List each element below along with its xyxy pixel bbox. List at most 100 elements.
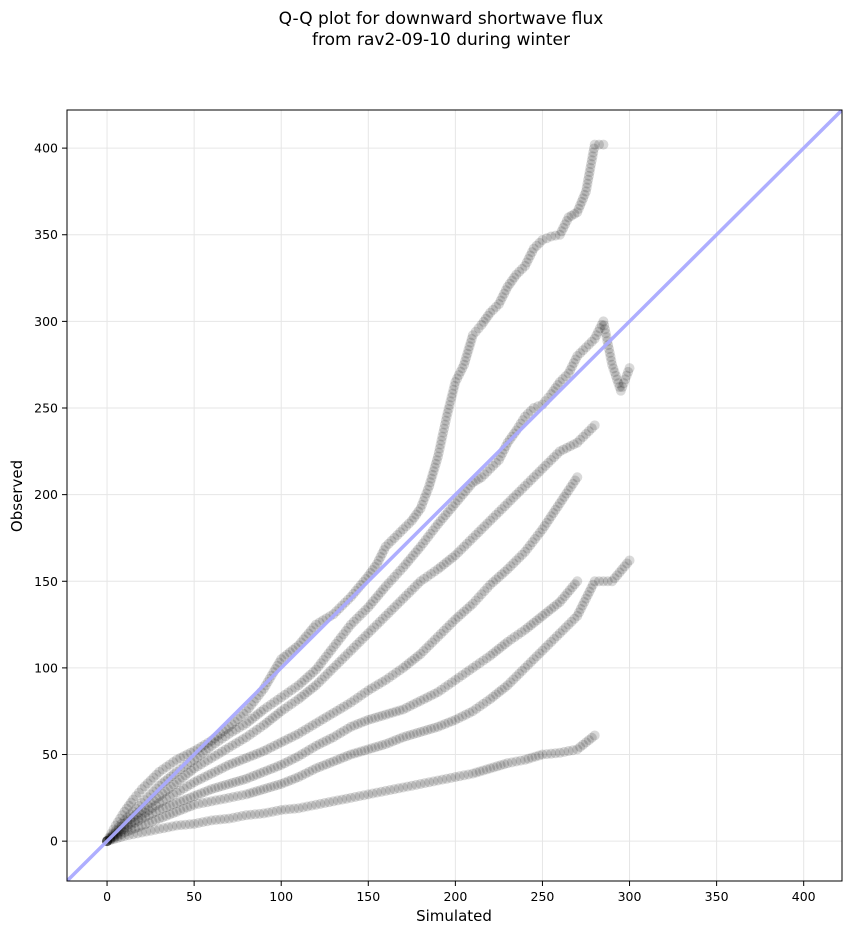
data-point	[335, 753, 346, 764]
data-point	[286, 685, 297, 696]
data-point	[430, 522, 441, 533]
data-point	[572, 576, 583, 587]
data-point	[548, 508, 559, 519]
data-point	[349, 695, 360, 706]
data-point	[405, 701, 416, 712]
data-point	[203, 755, 214, 766]
data-point	[485, 650, 496, 661]
data-point	[202, 797, 213, 808]
data-point	[560, 622, 571, 633]
data-point	[206, 768, 217, 779]
data-point	[136, 810, 147, 821]
data-point	[435, 628, 446, 639]
data-point	[497, 292, 508, 303]
x-tick-label: 250	[531, 889, 555, 904]
data-point	[279, 689, 290, 700]
data-point	[511, 269, 522, 280]
x-axis-label: Simulated	[416, 907, 492, 925]
data-point	[338, 752, 349, 763]
data-point	[175, 796, 186, 807]
data-point	[452, 495, 463, 506]
data-point	[136, 784, 147, 795]
data-point	[499, 288, 510, 299]
data-point	[416, 499, 427, 510]
data-point	[286, 754, 297, 765]
data-point	[342, 648, 353, 659]
data-point	[150, 815, 161, 826]
data-point	[230, 776, 241, 787]
data-point	[422, 692, 433, 703]
data-point	[613, 378, 624, 389]
data-point	[570, 475, 581, 486]
data-point	[522, 660, 533, 671]
data-point	[304, 722, 315, 733]
data-point	[504, 278, 515, 289]
data-point	[180, 819, 191, 830]
data-point	[227, 740, 238, 751]
data-point	[428, 466, 439, 477]
data-point	[350, 791, 361, 802]
data-point	[559, 491, 570, 502]
data-point	[479, 586, 490, 597]
data-point	[436, 435, 447, 446]
data-point	[427, 525, 438, 536]
data-point	[363, 714, 374, 725]
data-point	[145, 775, 156, 786]
data-point	[415, 778, 426, 789]
data-point	[314, 761, 325, 772]
data-point	[210, 750, 221, 761]
data-point	[178, 803, 189, 814]
data-point	[546, 636, 557, 647]
data-point	[491, 457, 502, 468]
data-point	[217, 781, 227, 792]
data-point	[461, 603, 472, 614]
data-point	[238, 708, 249, 719]
data-point	[199, 757, 210, 768]
data-point	[483, 310, 494, 321]
data-point	[171, 777, 182, 788]
y-tick-label: 300	[34, 314, 58, 329]
data-point	[325, 665, 336, 676]
data-point	[316, 674, 327, 685]
data-point	[378, 584, 389, 595]
data-point	[387, 670, 398, 681]
data-point	[482, 518, 493, 529]
data-point	[470, 595, 481, 606]
y-tick-label: 200	[34, 487, 58, 502]
data-point	[234, 736, 245, 747]
data-point	[386, 535, 397, 546]
data-point	[525, 405, 536, 416]
data-point	[459, 770, 470, 781]
data-point	[591, 330, 602, 341]
data-point	[220, 744, 231, 755]
data-point	[267, 713, 278, 724]
data-point	[128, 829, 139, 840]
data-point	[270, 710, 281, 721]
data-point	[387, 736, 398, 747]
data-point	[119, 806, 130, 817]
data-point	[439, 719, 450, 730]
data-point	[505, 677, 516, 688]
data-point	[572, 351, 583, 362]
data-point	[230, 738, 241, 749]
data-point	[496, 504, 507, 515]
data-point	[175, 805, 186, 816]
data-point	[395, 565, 406, 576]
data-point	[234, 722, 245, 733]
data-point	[563, 619, 574, 630]
data-point	[582, 590, 593, 601]
data-point	[419, 725, 430, 736]
data-point	[502, 636, 513, 647]
data-point	[546, 454, 557, 465]
data-point	[425, 723, 436, 734]
data-point	[305, 669, 316, 680]
data-point	[620, 374, 631, 385]
data-point	[241, 773, 252, 784]
data-point	[363, 602, 374, 613]
data-point	[203, 785, 214, 796]
data-point	[122, 826, 133, 837]
data-point	[439, 423, 450, 434]
data-point	[237, 734, 248, 745]
data-point	[408, 699, 419, 710]
data-point	[386, 575, 397, 586]
